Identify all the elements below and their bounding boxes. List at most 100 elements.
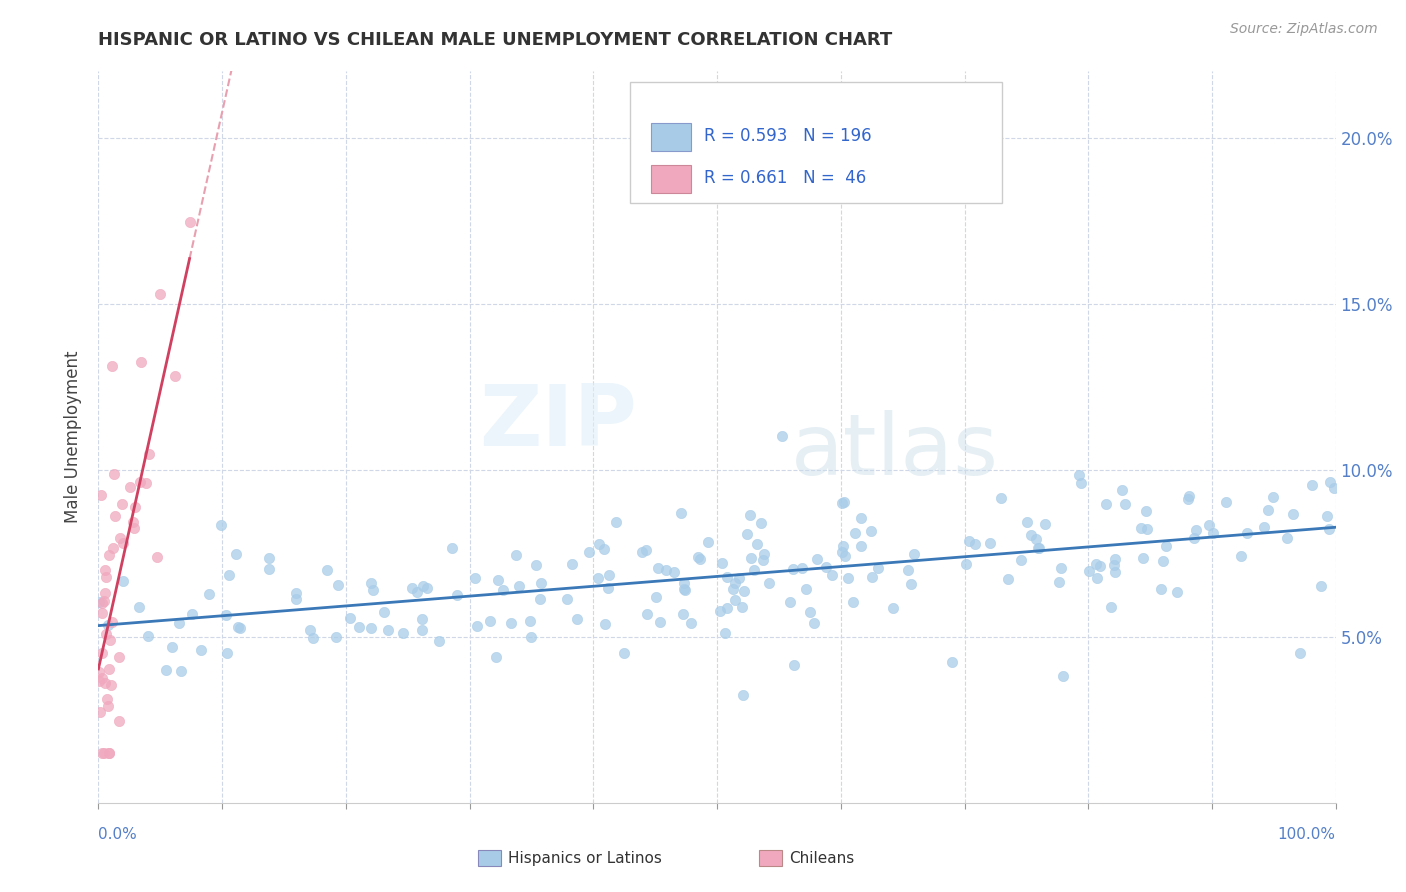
Point: [1317, 522, 1340, 536]
Point: [229, 621, 252, 635]
Point: [160, 640, 183, 655]
Point: [593, 616, 616, 631]
Point: [1198, 517, 1220, 532]
Text: Chileans: Chileans: [789, 851, 855, 865]
Point: [416, 581, 439, 595]
Point: [508, 579, 530, 593]
Point: [94, 585, 117, 599]
Point: [259, 562, 281, 576]
Point: [758, 576, 780, 591]
Point: [1028, 541, 1050, 555]
Point: [136, 629, 159, 643]
Point: [87, 594, 110, 608]
Point: [882, 601, 904, 615]
Point: [100, 678, 122, 692]
Point: [101, 541, 124, 556]
Point: [485, 650, 508, 665]
Text: ZIP: ZIP: [479, 381, 637, 464]
Point: [1202, 525, 1225, 540]
Point: [727, 571, 749, 585]
Point: [742, 563, 765, 577]
Point: [598, 568, 620, 582]
Point: [1017, 515, 1039, 529]
Point: [427, 634, 450, 648]
Point: [831, 545, 853, 559]
Point: [215, 607, 238, 622]
Point: [696, 535, 718, 549]
Point: [1182, 531, 1205, 545]
Point: [803, 615, 825, 630]
Point: [93, 746, 115, 760]
Point: [1078, 564, 1101, 578]
Point: [1084, 557, 1107, 571]
Point: [955, 557, 977, 571]
Point: [100, 632, 122, 647]
Point: [636, 607, 658, 621]
Point: [406, 585, 429, 599]
Point: [520, 630, 543, 644]
Point: [1319, 475, 1341, 490]
Point: [1104, 558, 1126, 573]
Point: [1135, 504, 1157, 518]
Point: [138, 447, 160, 461]
Point: [710, 556, 733, 570]
Point: [124, 500, 146, 515]
Point: [103, 467, 125, 481]
Point: [866, 561, 889, 575]
Point: [799, 605, 821, 619]
Point: [121, 515, 143, 529]
Point: [900, 577, 922, 591]
Point: [93, 563, 115, 577]
FancyBboxPatch shape: [630, 82, 1001, 203]
Point: [630, 544, 652, 558]
Point: [1047, 574, 1070, 589]
Point: [401, 581, 423, 595]
Point: [129, 355, 152, 369]
Text: 0.0%: 0.0%: [98, 827, 138, 841]
Point: [524, 558, 547, 572]
Point: [529, 591, 551, 606]
Point: [1033, 517, 1056, 532]
Point: [740, 550, 762, 565]
Point: [94, 675, 117, 690]
Point: [555, 591, 578, 606]
Point: [1310, 579, 1333, 593]
Point: [360, 621, 382, 635]
Point: [842, 595, 865, 609]
Point: [1088, 559, 1111, 574]
Point: [770, 429, 793, 443]
Point: [97, 618, 120, 632]
Point: [499, 615, 522, 630]
Point: [672, 607, 695, 621]
Point: [790, 560, 813, 574]
Point: [647, 561, 669, 575]
Point: [97, 698, 120, 713]
Point: [217, 646, 239, 660]
Text: Hispanics or Latinos: Hispanics or Latinos: [508, 851, 662, 865]
Point: [673, 582, 696, 597]
Point: [519, 615, 541, 629]
Point: [957, 534, 980, 549]
Point: [1281, 508, 1303, 522]
Point: [486, 573, 509, 587]
Point: [198, 587, 221, 601]
Point: [1177, 491, 1199, 506]
Point: [373, 605, 395, 619]
Point: [586, 571, 609, 585]
Point: [167, 615, 190, 630]
Point: [844, 526, 866, 541]
Point: [411, 623, 433, 637]
Point: [89, 706, 111, 720]
Point: [714, 626, 737, 640]
Point: [897, 563, 920, 577]
Point: [181, 607, 204, 622]
Point: [108, 649, 131, 664]
Point: [733, 688, 755, 702]
Point: [941, 656, 963, 670]
Point: [146, 549, 169, 564]
Point: [783, 657, 806, 672]
Point: [97, 662, 120, 676]
Text: Source: ZipAtlas.com: Source: ZipAtlas.com: [1230, 22, 1378, 37]
Point: [860, 569, 883, 583]
Point: [997, 572, 1019, 586]
